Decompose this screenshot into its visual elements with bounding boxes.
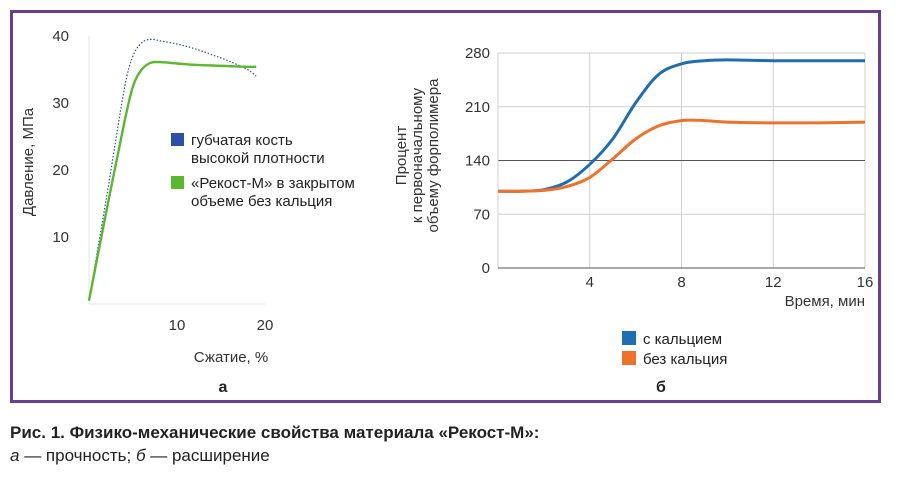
chart-a-y-tick-label: 40 (52, 28, 69, 45)
chart-a-plot: 10 20 30 40 10 20 (52, 28, 273, 334)
caption-a-text: — прочность; (19, 446, 136, 465)
chart-a-series-line-2 (87, 60, 257, 301)
chart-a-y-tick-label: 30 (52, 95, 69, 112)
chart-a-series-line-1 (88, 38, 257, 301)
chart-b-plot: 0 70 140 210 280 4 8 12 16 (465, 45, 873, 291)
chart-b-series-line-2 (497, 118, 866, 193)
chart-b-y-axis-label-line: Процент (393, 126, 410, 186)
chart-b-y-tick-label: 140 (465, 153, 490, 170)
chart-b-x-tick-label: 12 (765, 274, 782, 291)
chart-a-x-tick-label: 20 (257, 317, 274, 334)
panel-a-label: а (219, 379, 228, 396)
chart-a-x-tick-label: 10 (169, 317, 186, 334)
figure-frame: Давление, МПа Сжатие, % 10 20 30 40 10 20 губ… (10, 10, 881, 403)
chart-a-y-axis-label: Давление, МПа (20, 107, 37, 216)
chart-b-y-tick-label: 70 (473, 206, 490, 223)
chart-b-y-tick-label: 280 (465, 45, 490, 62)
chart-a-legend: губчатая кость высокой плотности «Рекост-М… (171, 132, 355, 210)
chart-b-y-axis-label-line: к первоначальному (409, 87, 426, 223)
chart-a: Давление, МПа Сжатие, % 10 20 30 40 10 20 губ… (20, 28, 355, 396)
chart-b-legend-swatch-2 (622, 351, 636, 365)
chart-b-x-tick-label: 8 (677, 274, 685, 291)
caption-subtitle: а — прочность; б — расширение (10, 444, 880, 467)
figure-caption: Рис. 1. Физико-механические свойства мат… (10, 421, 880, 467)
chart-b-x-tick-label: 16 (857, 274, 874, 291)
caption-title: Рис. 1. Физико-механические свойства мат… (10, 423, 540, 442)
chart-b-x-axis-label: Время, мин (785, 293, 865, 310)
chart-b-legend-label-1: с кальцием (643, 331, 722, 348)
chart-a-legend-label-2: «Рекост-М» в закрытом объеме без кальция (191, 175, 355, 210)
panel-b-label: б (656, 379, 666, 396)
chart-b: Процент к первоначальному объему форполиме… (393, 45, 873, 396)
chart-b-legend-swatch-1 (622, 331, 636, 345)
chart-a-y-tick-label: 20 (52, 162, 69, 179)
caption-a-letter: а (10, 446, 20, 465)
chart-a-y-tick-label: 10 (52, 229, 69, 246)
chart-a-legend-swatch-2 (171, 176, 184, 189)
chart-b-y-tick-label: 210 (465, 99, 490, 116)
chart-a-legend-swatch-1 (171, 133, 184, 146)
chart-b-y-tick-label: 0 (482, 260, 490, 277)
chart-b-y-axis-label: Процент к первоначальному объему форполиме… (393, 78, 442, 233)
caption-b-text: — расширение (145, 446, 270, 465)
chart-a-legend-label-1: губчатая кость высокой плотности (191, 132, 325, 167)
chart-b-y-axis-label-line: объему форполимера (425, 78, 442, 233)
caption-b-letter: б (135, 446, 146, 465)
chart-b-legend-label-2: без кальция (643, 351, 727, 368)
chart-a-x-axis-label: Сжатие, % (194, 349, 268, 366)
chart-b-legend: с кальцием без кальция (622, 331, 727, 368)
chart-b-x-tick-label: 4 (586, 274, 594, 291)
